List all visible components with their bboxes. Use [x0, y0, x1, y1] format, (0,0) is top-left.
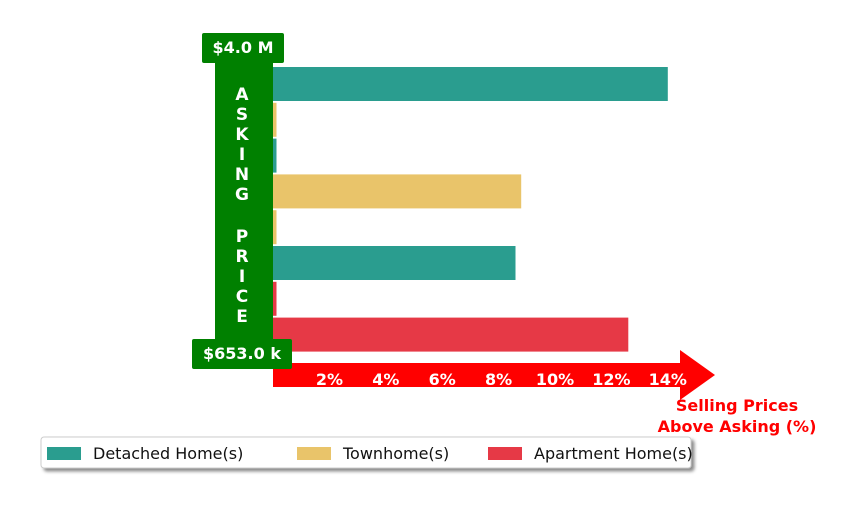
y-axis-label-letter-9: I [239, 267, 245, 287]
y-axis-label-letter-1: S [236, 105, 248, 125]
bar-6 [273, 281, 277, 316]
legend-swatch-0 [47, 447, 81, 460]
bar-3 [273, 174, 522, 209]
y-axis-label-letter-4: N [235, 165, 249, 185]
bar-7 [273, 317, 629, 352]
bar-5 [273, 246, 516, 280]
y-axis-label-letter-3: I [239, 145, 245, 165]
x-tick-label-6: 14% [649, 370, 687, 389]
y-top-label: $4.0 M [213, 38, 274, 57]
bar-4 [273, 210, 277, 245]
legend-swatch-2 [488, 447, 522, 460]
legend-box [40, 436, 692, 469]
y-top-label-box [202, 33, 284, 63]
bars-group [273, 67, 668, 352]
x-axis-band [273, 363, 680, 387]
bar-1 [273, 102, 277, 137]
y-axis-label-letter-0: A [235, 85, 249, 105]
legend-items: Detached Home(s) Townhome(s) Apartment Hom… [47, 444, 693, 463]
x-tick-label-3: 8% [485, 370, 512, 389]
y-axis-label-letter-5: G [235, 185, 249, 205]
x-tick-label-5: 12% [592, 370, 630, 389]
x-tick-label-4: 10% [536, 370, 574, 389]
x-tick-label-0: 2% [316, 370, 343, 389]
legend-label-1: Townhome(s) [342, 444, 449, 463]
y-axis-band [215, 50, 273, 362]
y-bottom-label-box [192, 339, 292, 369]
legend-label-2: Apartment Home(s) [534, 444, 693, 463]
bar-0 [273, 67, 668, 101]
y-axis-label-letter-7: P [236, 227, 248, 247]
x-tick-label-1: 4% [372, 370, 399, 389]
y-axis-label-letter-11: E [236, 307, 248, 327]
x-axis-label-line2: Above Asking (%) [658, 417, 817, 436]
y-bottom-label: $653.0 k [203, 344, 281, 363]
x-axis-arrowhead [680, 350, 715, 400]
x-tick-labels: 2% 4% 6% 8% 10% 12% 14% [316, 370, 687, 389]
legend-label-0: Detached Home(s) [93, 444, 243, 463]
y-axis-label-letter-10: C [236, 287, 248, 307]
y-axis-label-letter-8: R [235, 247, 248, 267]
x-tick-label-2: 6% [429, 370, 456, 389]
bar-2 [273, 138, 277, 173]
y-axis-label-letter-2: K [235, 125, 249, 145]
legend-swatch-1 [297, 447, 331, 460]
legend: Detached Home(s) Townhome(s) Apartment Hom… [40, 436, 693, 469]
x-axis-label-line1: Selling Prices [676, 396, 798, 415]
